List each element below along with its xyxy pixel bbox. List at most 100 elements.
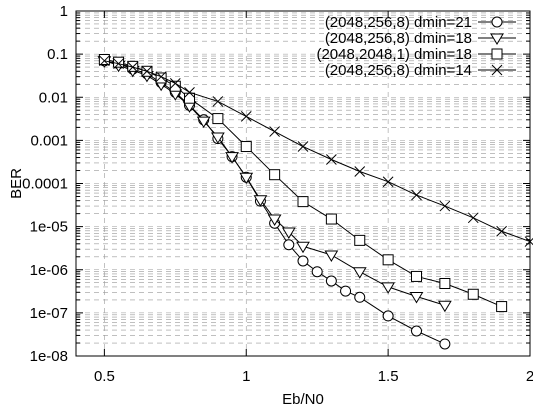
data-point-triangle-down: [437, 300, 452, 313]
x-tick-label: 0.5: [94, 368, 115, 385]
y-tick-label: 0.0001: [22, 176, 68, 193]
data-point-triangle-down: [267, 214, 282, 227]
x-marker-stroke: [467, 212, 479, 224]
y-tick-label: 1: [60, 3, 68, 20]
series-1: [98, 55, 451, 350]
data-point-circle: [340, 285, 352, 297]
data-point-x: [184, 86, 195, 98]
y-tick-label: 1e-05: [30, 219, 68, 236]
data-point-square: [354, 234, 366, 246]
data-point-square: [467, 288, 479, 300]
data-point-x: [326, 154, 337, 165]
data-point-x: [169, 78, 181, 89]
legend-marker-circle: [491, 16, 503, 28]
legend-label: (2048,256,8) dmin=14: [325, 62, 472, 79]
legend-marker-x: [491, 64, 503, 76]
y-tick-label: 1e-08: [30, 348, 68, 365]
series-line: [104, 60, 446, 345]
data-point-circle: [439, 338, 451, 350]
x-marker-stroke: [169, 78, 181, 89]
data-point-square: [240, 141, 252, 153]
data-point-x: [141, 65, 153, 77]
y-tick-label: 0.01: [39, 89, 68, 106]
y-axis-label: BER: [8, 168, 25, 199]
y-tick-label: 0.001: [30, 132, 68, 149]
data-point-square: [411, 270, 422, 282]
data-point-x: [212, 96, 224, 107]
data-point-square: [325, 213, 337, 225]
legend-label: (2048,2048,1) dmin=18: [316, 46, 472, 63]
data-point-square: [439, 277, 451, 289]
data-point-x: [496, 225, 507, 237]
data-point-triangle-down: [296, 241, 310, 254]
series-4: [99, 55, 533, 247]
data-point-triangle-down: [239, 172, 254, 185]
x-marker-stroke: [269, 126, 280, 137]
x-marker-stroke: [240, 111, 252, 122]
legend-label: (2048,256,8) dmin=21: [325, 14, 472, 31]
legend-marker-triangle-down: [490, 33, 504, 45]
data-point-triangle-down: [324, 250, 339, 262]
data-point-circle: [297, 255, 309, 267]
data-point-x: [155, 71, 167, 83]
data-point-triangle-down: [253, 195, 268, 207]
axis-ticks: 0.5 1 1.5 2 1 0.1 0.01 0.001 0.0001 1e-05 1e-06 1e-…: [22, 3, 533, 385]
data-point-square: [269, 169, 281, 181]
x-marker-stroke: [155, 71, 167, 83]
y-tick-label: 1e-06: [30, 262, 68, 279]
x-tick-label: 1.5: [378, 368, 399, 385]
x-axis-label: Eb/N0: [282, 391, 324, 408]
data-point-triangle-down: [225, 152, 239, 164]
data-point-x: [297, 141, 309, 152]
data-point-square: [184, 92, 195, 104]
data-point-x: [439, 200, 451, 212]
y-tick-label: 0.1: [47, 46, 68, 63]
x-marker-stroke: [141, 65, 153, 77]
x-marker-stroke: [99, 55, 110, 67]
x-tick-label: 2: [526, 368, 533, 385]
data-point-square: [113, 56, 125, 68]
data-point-square: [297, 196, 309, 208]
x-marker-stroke: [496, 225, 507, 237]
data-point-circle: [325, 275, 337, 287]
data-point-triangle-down: [281, 227, 296, 239]
data-point-x: [127, 61, 139, 73]
x-marker-stroke: [212, 96, 224, 107]
data-point-x: [382, 176, 394, 188]
data-point-circle: [411, 325, 422, 337]
data-point-x: [269, 126, 280, 137]
x-marker-stroke: [439, 200, 451, 212]
data-point-triangle-down: [352, 267, 367, 279]
x-marker-stroke: [297, 141, 309, 152]
data-point-square: [155, 72, 167, 84]
data-point-square: [212, 113, 224, 125]
y-tick-label: 1e-07: [30, 305, 68, 322]
data-point-circle: [311, 266, 323, 278]
series-2: [97, 56, 452, 313]
x-marker-stroke: [354, 166, 366, 177]
x-marker-stroke: [113, 58, 124, 70]
x-tick-label: 1: [242, 368, 250, 385]
data-point-square: [98, 54, 110, 66]
data-point-circle: [382, 310, 394, 322]
legend: (2048,256,8) dmin=21(2048,256,8) dmin=18…: [316, 14, 516, 79]
data-point-triangle-down: [409, 291, 424, 304]
x-marker-stroke: [411, 189, 422, 201]
data-point-x: [99, 55, 110, 67]
data-point-x: [354, 166, 366, 177]
data-point-x: [240, 111, 252, 122]
data-point-x: [113, 58, 124, 70]
data-point-circle: [283, 239, 295, 251]
series-3: [98, 54, 508, 313]
x-marker-stroke: [382, 176, 394, 188]
data-point-square: [382, 254, 394, 266]
data-point-triangle-down: [381, 282, 396, 294]
data-point-x: [411, 189, 422, 201]
series-layer: [97, 54, 533, 350]
x-marker-stroke: [127, 61, 139, 73]
data-point-square: [496, 301, 508, 313]
x-marker-stroke: [326, 154, 337, 165]
data-point-circle: [354, 291, 366, 303]
legend-label: (2048,256,8) dmin=18: [325, 30, 472, 47]
